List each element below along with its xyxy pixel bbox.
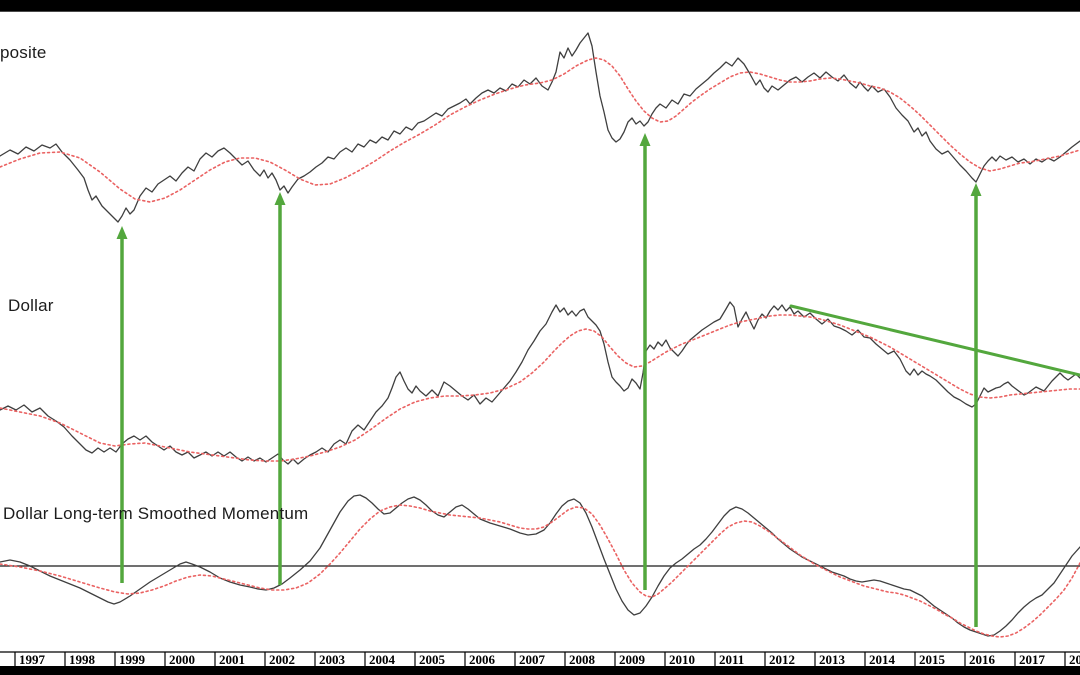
x-axis-year-label: 2000 (169, 652, 195, 667)
composite-smoothed-line (0, 57, 1080, 203)
x-axis-year-label: 2004 (369, 652, 396, 667)
buy-signal-arrow-1999-head (116, 226, 128, 239)
composite-price-line (0, 32, 1080, 223)
x-axis-year-label: 2010 (669, 652, 695, 667)
panel-label-dollar: Dollar (8, 296, 54, 315)
x-axis-year-label: 2017 (1019, 652, 1046, 667)
buy-signal-arrow-2016-head (970, 183, 982, 196)
x-axis-year-label: 2008 (569, 652, 596, 667)
x-axis-year-label: 2003 (319, 652, 346, 667)
x-axis-year-label: 2013 (819, 652, 846, 667)
panel-label-momentum: Dollar Long-term Smoothed Momentum (3, 504, 309, 523)
x-axis-year-label: 2006 (469, 652, 496, 667)
x-axis-year-label: 2016 (969, 652, 996, 667)
x-axis-year-label: 2002 (269, 652, 295, 667)
buy-signal-arrow-2009-head (639, 133, 651, 146)
dollar-price-line (0, 301, 1080, 465)
x-axis-year-label: 1998 (69, 652, 96, 667)
x-axis-year-label: 2012 (769, 652, 795, 667)
x-axis-year-label: 2011 (719, 652, 744, 667)
x-axis-year-label: 1999 (119, 652, 146, 667)
x-axis-year-label: 2005 (419, 652, 446, 667)
x-axis-year-label: 2009 (619, 652, 646, 667)
top-black-bar (0, 0, 1080, 12)
x-axis-year-label: 2014 (869, 652, 896, 667)
momentum-smoothed-line (0, 504, 1080, 638)
dollar-smoothed-line (0, 314, 1080, 462)
x-axis-year-label: 1997 (19, 652, 46, 667)
x-axis-year-label: 2015 (919, 652, 946, 667)
momentum-line (0, 494, 1080, 637)
x-axis-year-label: 2018 (1069, 652, 1080, 667)
x-axis-year-label: 2007 (519, 652, 546, 667)
dollar-downtrend-line (789, 304, 1080, 377)
x-axis-year-label: 2001 (219, 652, 245, 667)
bottom-black-bar (0, 666, 1080, 675)
panel-label-composite: posite (0, 43, 47, 62)
buy-signal-arrow-2002-head (274, 192, 286, 205)
